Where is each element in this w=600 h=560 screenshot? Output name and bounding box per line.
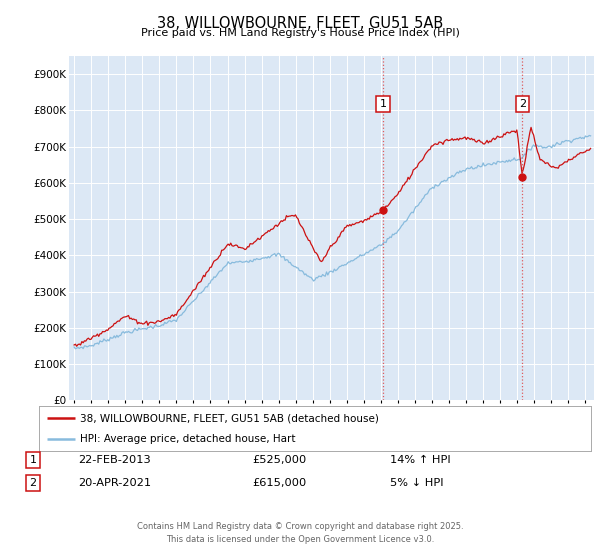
Text: 38, WILLOWBOURNE, FLEET, GU51 5AB (detached house): 38, WILLOWBOURNE, FLEET, GU51 5AB (detac…	[80, 413, 379, 423]
Text: 22-FEB-2013: 22-FEB-2013	[78, 455, 151, 465]
Text: Contains HM Land Registry data © Crown copyright and database right 2025.
This d: Contains HM Land Registry data © Crown c…	[137, 522, 463, 544]
Text: 1: 1	[29, 455, 37, 465]
Text: £615,000: £615,000	[252, 478, 306, 488]
Text: 2: 2	[29, 478, 37, 488]
Text: HPI: Average price, detached house, Hart: HPI: Average price, detached house, Hart	[80, 433, 296, 444]
Text: 5% ↓ HPI: 5% ↓ HPI	[390, 478, 443, 488]
Text: 20-APR-2021: 20-APR-2021	[78, 478, 151, 488]
Text: 14% ↑ HPI: 14% ↑ HPI	[390, 455, 451, 465]
Text: 38, WILLOWBOURNE, FLEET, GU51 5AB: 38, WILLOWBOURNE, FLEET, GU51 5AB	[157, 16, 443, 31]
Text: Price paid vs. HM Land Registry's House Price Index (HPI): Price paid vs. HM Land Registry's House …	[140, 28, 460, 38]
Text: 2: 2	[518, 99, 526, 109]
Text: 1: 1	[379, 99, 386, 109]
Text: £525,000: £525,000	[252, 455, 306, 465]
